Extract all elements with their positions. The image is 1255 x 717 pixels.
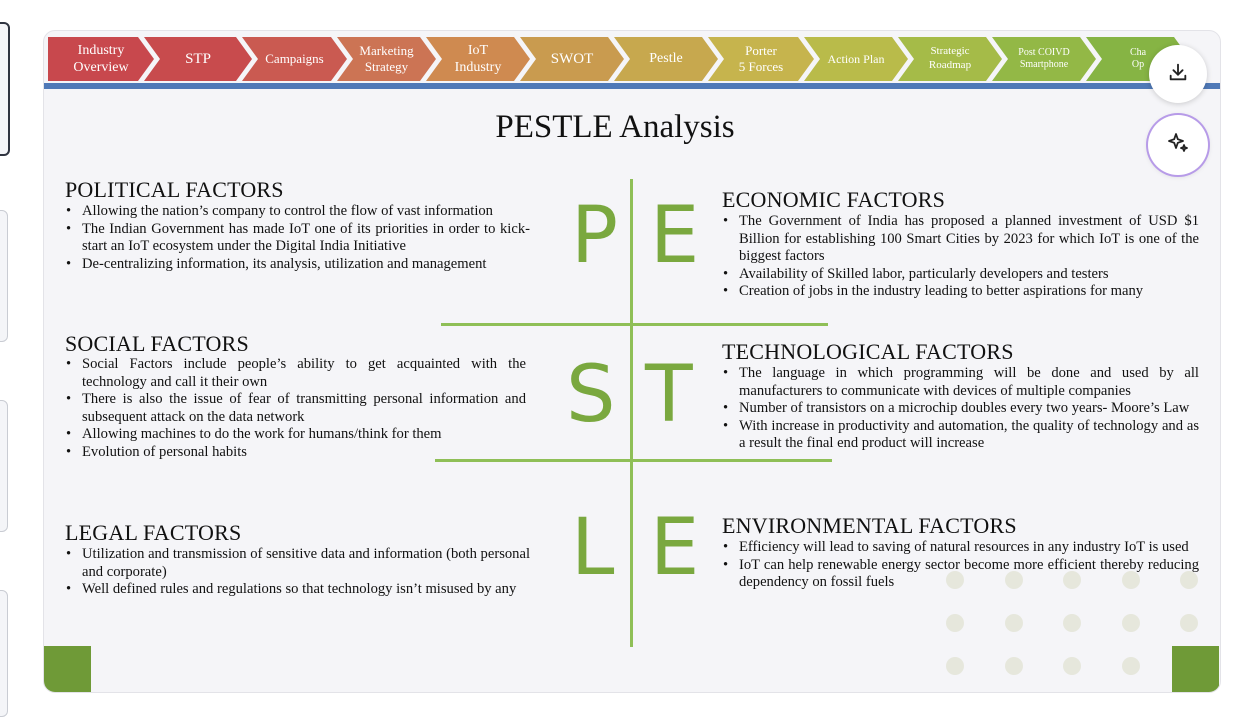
legal-list: Utilization and transmission of sensitiv… [65, 546, 530, 599]
list-item: Social Factors include people’s ability … [65, 356, 526, 391]
nav-chevron-industry-overview[interactable]: Industry Overview [48, 37, 154, 81]
list-item: Efficiency will lead to saving of natura… [722, 539, 1199, 557]
slide-thumbnail-strip [0, 0, 14, 717]
nav-chevron-marketing-strategy[interactable]: Marketing Strategy [337, 37, 436, 81]
nav-chevron-pestle[interactable]: Pestle [614, 37, 718, 81]
list-item: Utilization and transmission of sensitiv… [65, 546, 530, 581]
economic-list: The Government of India has proposed a p… [722, 213, 1199, 301]
slide-thumbnail[interactable] [0, 22, 10, 156]
environmental-heading: ENVIRONMENTAL FACTORS [722, 513, 1017, 538]
pestle-letter-p: P [571, 191, 619, 281]
pestle-letter-e: E [650, 191, 700, 281]
political-list: Allowing the nation’s company to control… [65, 203, 530, 273]
slide-title: PESTLE Analysis [495, 109, 735, 145]
list-item: The language in which programming will b… [722, 365, 1199, 400]
social-heading: SOCIAL FACTORS [65, 331, 249, 356]
nav-chevron-iot-industry[interactable]: IoT Industry [426, 37, 530, 81]
corner-square-bottom-right [1172, 646, 1219, 692]
nav-chevron-stp[interactable]: STP [144, 37, 252, 81]
nav-chevron-swot[interactable]: SWOT [520, 37, 624, 81]
nav-chevron-strategic-roadmap[interactable]: Strategic Roadmap [898, 37, 1002, 81]
pestle-letter-e: E [650, 503, 700, 593]
environmental-list: Efficiency will lead to saving of natura… [722, 539, 1199, 592]
list-item: Number of transistors on a microchip dou… [722, 400, 1199, 418]
nav-chevron-post-covid-smartphone[interactable]: Post COIVD Smartphone [992, 37, 1096, 81]
nav-chevron-porter-5-forces[interactable]: Porter 5 Forces [708, 37, 814, 81]
list-item: IoT can help renewable energy sector bec… [722, 557, 1199, 592]
sparkle-icon [1166, 131, 1190, 160]
list-item: With increase in productivity and automa… [722, 418, 1199, 453]
ai-assistant-button[interactable] [1148, 115, 1208, 175]
divider-horizontal-bottom [435, 459, 832, 462]
divider-vertical [630, 179, 633, 647]
list-item: Evolution of personal habits [65, 444, 526, 462]
list-item: De-centralizing information, its analysi… [65, 256, 530, 274]
list-item: Allowing the nation’s company to control… [65, 203, 530, 221]
list-item: Well defined rules and regulations so th… [65, 581, 530, 599]
list-item: The Government of India has proposed a p… [722, 213, 1199, 266]
divider-horizontal-top [441, 323, 828, 326]
social-list: Social Factors include people’s ability … [65, 356, 526, 462]
economic-heading: ECONOMIC FACTORS [722, 187, 946, 212]
list-item: The Indian Government has made IoT one o… [65, 221, 530, 256]
slide-nav-chevrons: Industry Overview STP Campaigns Marketin… [48, 37, 1220, 81]
download-icon [1167, 61, 1189, 88]
nav-chevron-action-plan[interactable]: Action Plan [804, 37, 908, 81]
header-rule [44, 83, 1220, 89]
list-item: Allowing machines to do the work for hum… [65, 426, 526, 444]
corner-square-bottom-left [44, 646, 91, 692]
technological-list: The language in which programming will b… [722, 365, 1199, 453]
pestle-letter-s: S [566, 350, 616, 440]
legal-heading: LEGAL FACTORS [65, 520, 242, 545]
political-heading: POLITICAL FACTORS [65, 177, 284, 202]
slide-thumbnail[interactable] [0, 210, 8, 342]
pestle-letter-t: T [645, 350, 693, 440]
list-item: There is also the issue of fear of trans… [65, 391, 526, 426]
list-item: Creation of jobs in the industry leading… [722, 283, 1199, 301]
pestle-letter-l: L [571, 503, 615, 593]
download-button[interactable] [1149, 45, 1207, 103]
nav-chevron-campaigns[interactable]: Campaigns [242, 37, 347, 81]
slide-thumbnail[interactable] [0, 590, 8, 717]
technological-heading: TECHNOLOGICAL FACTORS [722, 339, 1014, 364]
list-item: Availability of Skilled labor, particula… [722, 266, 1199, 284]
slide-preview: Industry Overview STP Campaigns Marketin… [43, 30, 1221, 693]
slide-thumbnail[interactable] [0, 400, 8, 532]
